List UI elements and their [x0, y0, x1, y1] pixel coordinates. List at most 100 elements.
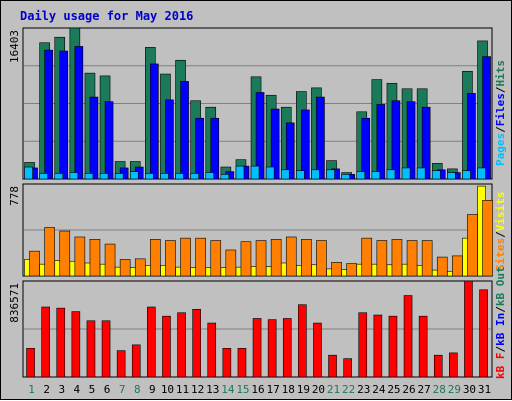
pages-bar [326, 169, 335, 180]
day-label: 3 [58, 383, 65, 396]
kbytes-bar [358, 312, 368, 378]
day-label: 10 [161, 383, 174, 396]
files-bar [482, 56, 491, 180]
pages-bar [311, 169, 320, 180]
day-label: 6 [104, 383, 111, 396]
legend-separator: / [494, 306, 507, 313]
legend-top: Pages/Files/Hits [494, 60, 507, 166]
sites-bar [452, 255, 463, 277]
files-bar [376, 104, 386, 180]
files-bar [180, 81, 189, 180]
files-bar [150, 63, 159, 180]
day-label: 17 [267, 383, 280, 396]
day-label: 12 [191, 383, 204, 396]
legend-separator: / [494, 231, 507, 238]
legend-bottom: kB F/kB In/kB Out [494, 266, 507, 379]
pages-bar [431, 170, 441, 180]
sites-bar [346, 263, 357, 277]
day-label: 9 [149, 383, 156, 396]
legend-item: Pages [494, 133, 507, 166]
files-bar [270, 108, 280, 180]
sites-bar [301, 239, 312, 277]
files-bar [89, 96, 99, 180]
day-label: 24 [372, 383, 386, 396]
pages-bar [145, 173, 154, 180]
pages-bar [250, 165, 260, 180]
pages-bar [220, 174, 230, 180]
kbytes-bar [207, 322, 217, 378]
day-label: 29 [448, 383, 461, 396]
kbytes-bar [282, 318, 292, 378]
files-bar [59, 50, 69, 180]
sites-bar [195, 237, 206, 277]
day-label: 4 [74, 383, 81, 396]
legend-item: kB F [494, 353, 507, 380]
pages-bar [416, 167, 426, 180]
kbytes-bar [86, 320, 96, 378]
files-bar [210, 117, 220, 180]
sites-bar [59, 230, 71, 277]
sites-bar [29, 250, 40, 277]
legend-item: kB In [494, 313, 507, 346]
kbytes-bar [131, 344, 141, 378]
kbytes-bar [298, 304, 307, 378]
sites-bar [467, 214, 478, 277]
day-label: 14 [221, 383, 235, 396]
pages-bar [356, 171, 366, 180]
sites-bar [406, 240, 418, 277]
legend-item: Sites [494, 238, 507, 271]
day-label: 2 [43, 383, 50, 396]
files-bar [391, 100, 401, 180]
kbytes-bar [479, 289, 488, 378]
kbytes-bar [192, 308, 201, 378]
day-label: 16 [251, 383, 264, 396]
pages-bar [69, 172, 79, 180]
sites-bar [150, 239, 161, 277]
kbytes-bar [56, 307, 66, 378]
max-label-kbytes: 836571 [8, 283, 21, 323]
legend-middle: Sites/Visits [494, 192, 507, 272]
day-label: 23 [357, 383, 370, 396]
kbytes-bar [222, 348, 232, 378]
day-label: 7 [119, 383, 126, 396]
kbytes-bar [343, 358, 352, 378]
files-bar [104, 101, 114, 180]
sites-bar [134, 258, 146, 277]
kbytes-bar [116, 350, 126, 378]
sites-bar [210, 240, 222, 277]
pages-bar [160, 173, 169, 180]
files-bar [195, 117, 204, 180]
pages-bar [477, 167, 486, 180]
kbytes-bar [147, 306, 156, 378]
sites-bar [270, 239, 282, 277]
pages-bar [24, 166, 33, 180]
kbytes-bar [313, 322, 322, 378]
day-label: 19 [297, 383, 310, 396]
day-label: 18 [282, 383, 295, 396]
kbytes-bar [26, 348, 35, 378]
legend-item: Files [494, 93, 507, 126]
pages-bar [175, 173, 184, 180]
pages-bar [99, 173, 109, 180]
sites-bar [255, 240, 267, 277]
sites-bar [104, 243, 116, 277]
sites-bar [165, 240, 176, 277]
chart-title: Daily usage for May 2016 [20, 9, 193, 23]
sites-bar [482, 200, 493, 277]
sites-bar [119, 259, 131, 277]
files-bar [316, 96, 325, 180]
pages-bar [265, 166, 275, 180]
kbytes-bar [449, 352, 458, 378]
kbytes-bar [418, 315, 428, 378]
kbytes-bar [177, 312, 186, 378]
kbytes-bar [162, 315, 171, 378]
pages-bar [462, 170, 471, 180]
pages-bar [54, 173, 64, 180]
pages-bar [114, 173, 124, 180]
day-label: 27 [418, 383, 431, 396]
day-label: 30 [463, 383, 476, 396]
sites-bar [74, 236, 86, 277]
pages-bar [386, 169, 396, 180]
pages-bar [235, 165, 245, 180]
